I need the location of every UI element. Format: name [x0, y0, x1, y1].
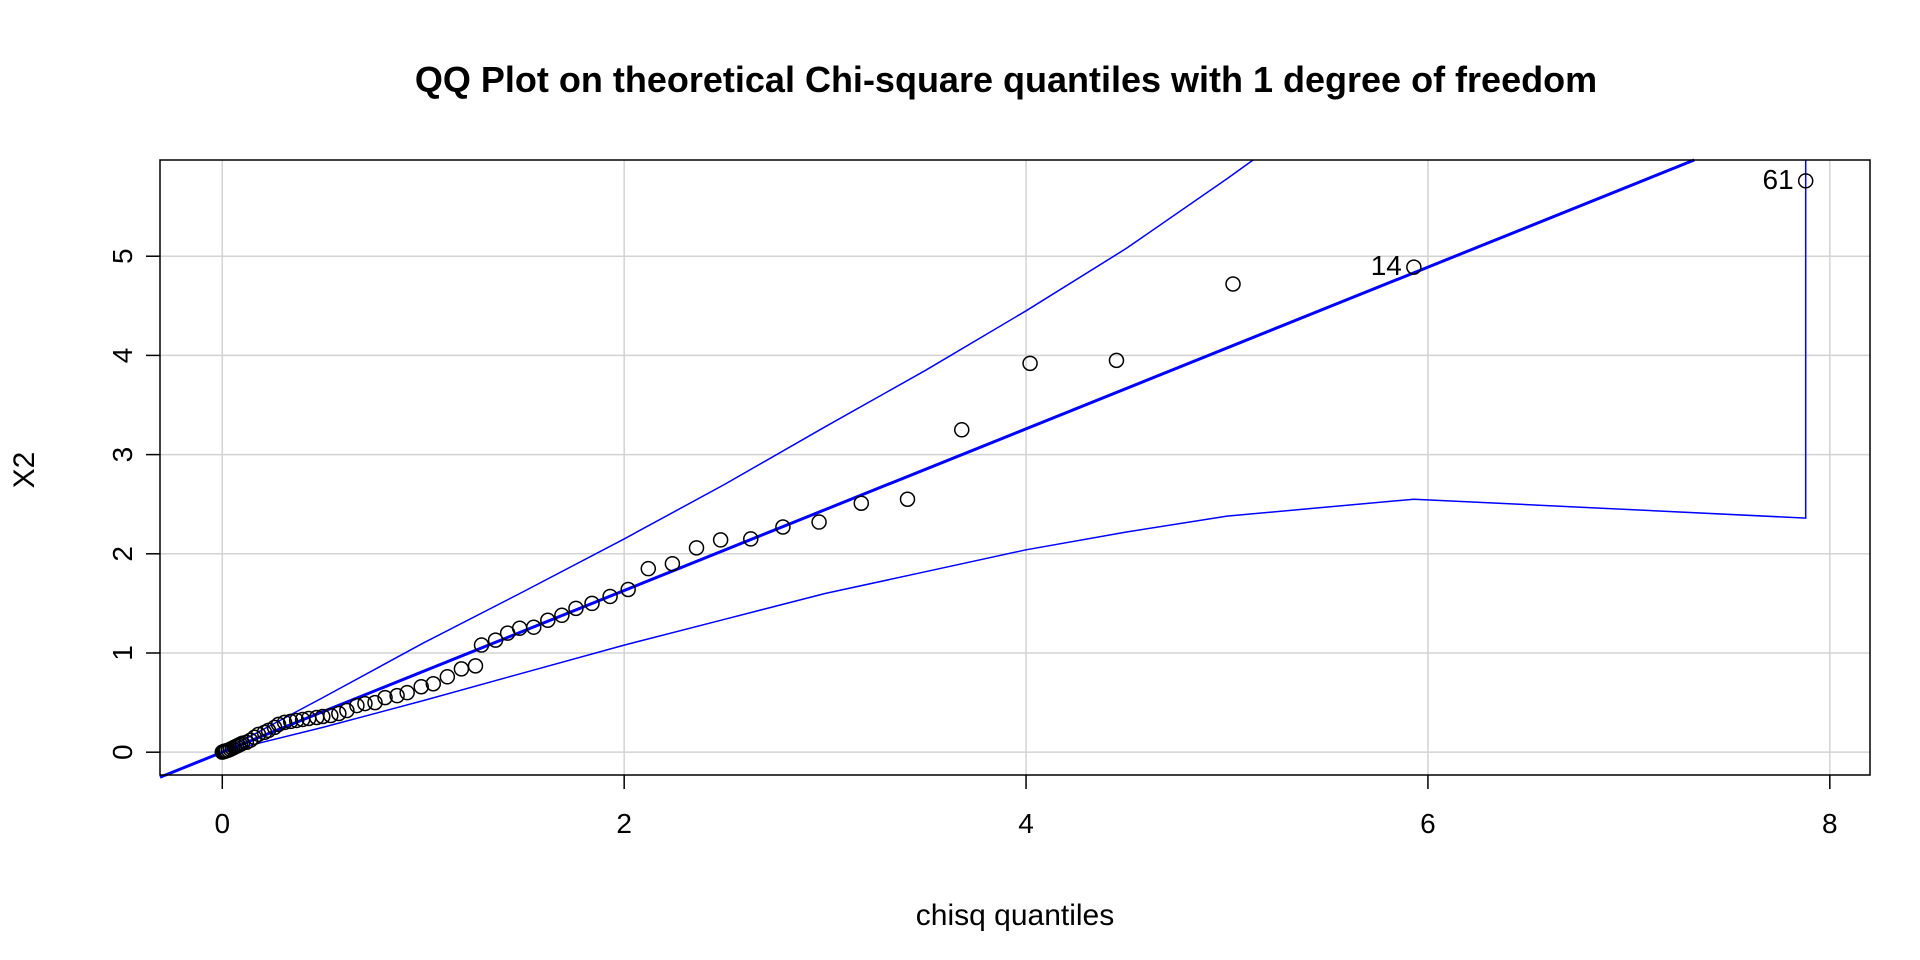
data-point [487, 632, 504, 648]
lower-envelope-line [222, 160, 1807, 753]
data-point [349, 697, 365, 714]
data-point [399, 684, 415, 701]
point-label: 14 [1371, 250, 1402, 281]
data-point [250, 726, 267, 743]
y-tick-label: 5 [107, 248, 138, 264]
data-point [584, 595, 600, 612]
data-point [453, 661, 470, 677]
data-point [266, 719, 283, 736]
data-point [525, 619, 542, 635]
confidence-envelope [221, 159, 1807, 753]
y-tick-label: 2 [107, 546, 138, 562]
data-point [1108, 352, 1125, 369]
data-point [712, 532, 729, 548]
grid-lines [160, 160, 1870, 775]
data-point [439, 669, 456, 685]
data-point [853, 495, 870, 511]
plot-border [159, 159, 1871, 776]
data-point [339, 702, 355, 719]
data-point [620, 581, 636, 598]
data-point [554, 607, 570, 624]
data-point [811, 514, 827, 530]
data-point [954, 422, 970, 438]
data-point [1797, 173, 1814, 189]
data-point [413, 678, 429, 695]
point-labels: 14 61 [1371, 164, 1794, 281]
data-point [640, 560, 657, 577]
y-tick-label: 4 [107, 348, 138, 364]
data-point [568, 600, 584, 617]
upper-envelope-line [221, 159, 1254, 752]
data-point [467, 658, 484, 674]
data-point [242, 732, 259, 749]
data-point [246, 729, 263, 746]
data-point [331, 705, 347, 722]
data-points [214, 173, 1814, 760]
x-axis: 0 2 4 6 8 [215, 775, 1838, 839]
point-label: 61 [1763, 164, 1794, 195]
x-tick-label: 4 [1018, 808, 1034, 839]
data-point [473, 637, 490, 653]
data-point [377, 689, 393, 706]
data-point [664, 555, 681, 572]
y-tick-label: 1 [107, 645, 138, 661]
y-axis: 0 1 2 3 4 5 [107, 248, 160, 760]
data-point [602, 588, 618, 605]
data-point [1225, 276, 1241, 292]
y-axis-label: X2 [8, 452, 41, 489]
data-point [688, 540, 705, 556]
data-point [282, 713, 299, 730]
data-point [540, 612, 556, 629]
data-point [323, 707, 339, 724]
data-point [367, 694, 383, 711]
y-tick-label: 0 [107, 744, 138, 760]
data-point [270, 716, 287, 733]
y-tick-label: 3 [107, 447, 138, 463]
reference-line [159, 158, 1695, 779]
chart-title: QQ Plot on theoretical Chi-square quanti… [415, 59, 1597, 100]
data-point [425, 675, 442, 692]
data-point [389, 687, 405, 704]
x-tick-label: 2 [616, 808, 632, 839]
data-point [899, 491, 916, 507]
x-tick-label: 6 [1420, 808, 1436, 839]
data-point [288, 712, 305, 729]
data-point [1406, 259, 1422, 275]
x-tick-label: 8 [1822, 808, 1838, 839]
x-axis-label: chisq quantiles [916, 899, 1114, 932]
data-point [357, 695, 373, 712]
data-point [276, 714, 293, 731]
data-point [775, 519, 791, 535]
data-point [1022, 355, 1038, 372]
data-point [743, 531, 759, 547]
reference-line-group [159, 158, 1695, 779]
data-point [315, 708, 331, 725]
x-tick-label: 0 [215, 808, 231, 839]
